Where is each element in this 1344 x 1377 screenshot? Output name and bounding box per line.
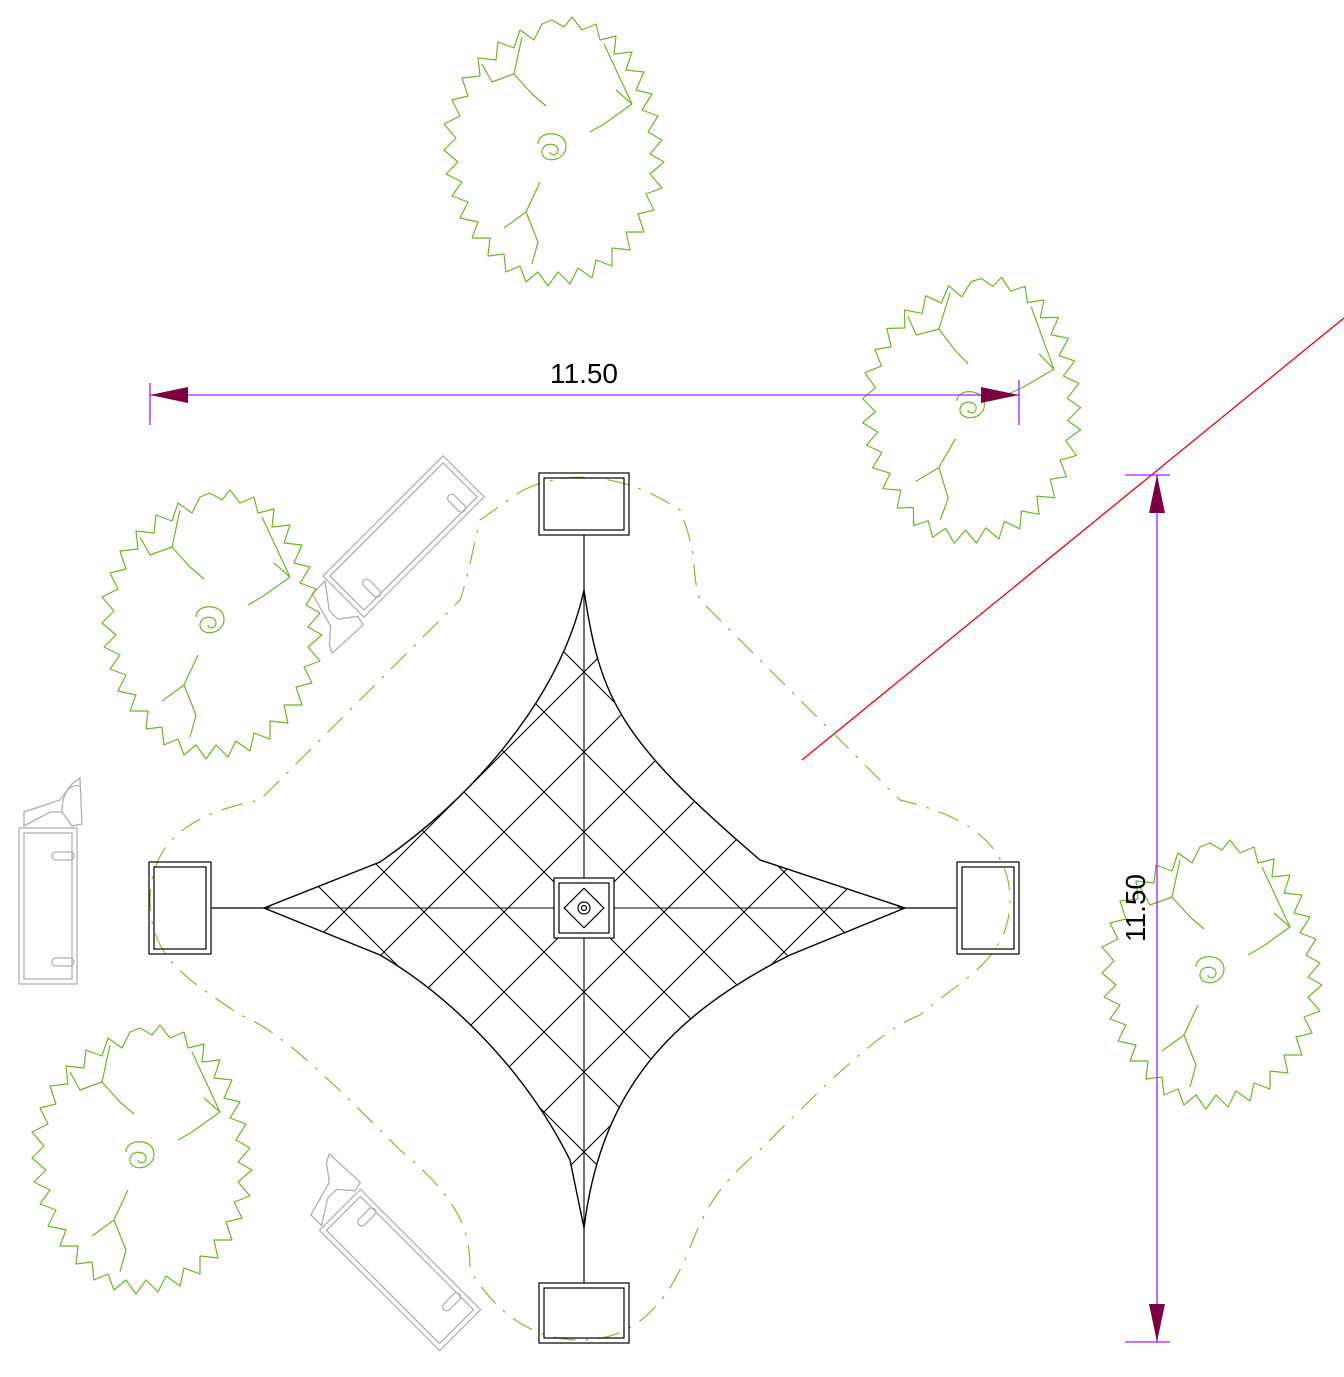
tree-left-upper	[101, 489, 323, 760]
bench-top-left	[311, 454, 486, 655]
vertical-dimension-label: 11.50	[1120, 874, 1151, 942]
footing-top	[538, 472, 630, 536]
central-mast-base	[553, 877, 615, 939]
tree-left-lower	[31, 1024, 253, 1295]
bench-left	[18, 776, 83, 985]
guide-line	[801, 317, 1344, 761]
tree-right-upper	[850, 265, 1094, 554]
horizontal-dimension: 11.50	[149, 358, 1020, 425]
canopy-outline	[149, 476, 1011, 1341]
tensile-structure	[148, 472, 1020, 1344]
footing-right	[956, 861, 1020, 955]
horizontal-dimension-label: 11.50	[550, 358, 618, 389]
tree-top	[443, 16, 665, 287]
bench-bottom-left	[310, 1152, 482, 1352]
vertical-dimension: 11.50	[1120, 474, 1170, 1343]
